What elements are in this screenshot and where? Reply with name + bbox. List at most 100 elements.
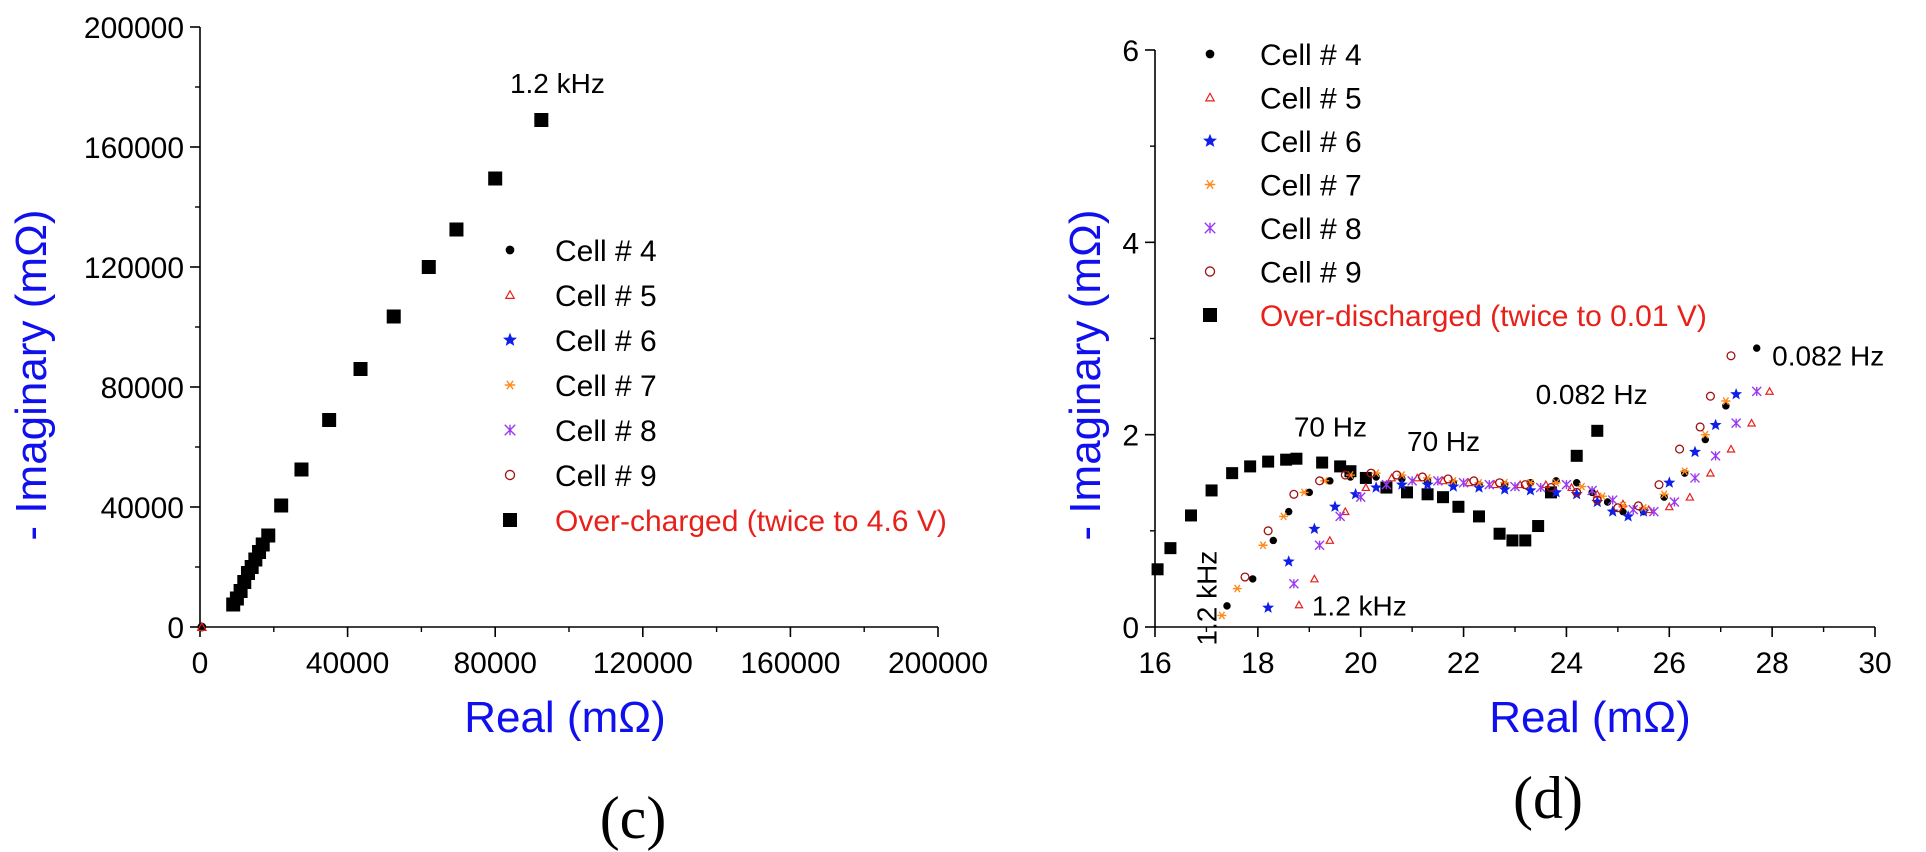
chart-c-ylabel: - Imaginary (mΩ) (7, 209, 56, 540)
legend-label: Over-discharged (twice to 0.01 V) (1260, 300, 1707, 333)
data-point (449, 222, 464, 237)
data-point (1660, 493, 1668, 501)
x-tick-label: 200000 (888, 647, 988, 680)
data-point (1407, 475, 1418, 486)
y-tick-label: 0 (1122, 612, 1139, 645)
data-point (1633, 501, 1643, 511)
data-point (1280, 453, 1293, 466)
legend-marker (1204, 266, 1216, 277)
series-cell-4 (197, 622, 207, 632)
data-point (1217, 611, 1227, 620)
data-point (1659, 490, 1669, 499)
legend-label: Cell # 4 (555, 235, 657, 268)
data-point (1263, 526, 1273, 536)
data-point (1164, 542, 1177, 555)
data-point (1495, 478, 1505, 488)
data-point (1622, 510, 1635, 522)
data-point (1437, 491, 1449, 504)
legend-label: Cell # 7 (555, 370, 657, 403)
data-point (1326, 477, 1334, 485)
series-cell-5 (196, 621, 208, 631)
legend-label: Cell # 5 (1260, 83, 1362, 116)
data-point (1561, 479, 1572, 490)
data-point (1340, 470, 1350, 480)
data-point (1282, 555, 1295, 567)
data-point (1289, 489, 1299, 499)
legend-label: Cell # 9 (1260, 257, 1362, 290)
x-tick-label: 26 (1653, 647, 1686, 680)
series-cell-6 (1262, 388, 1743, 613)
data-point (1572, 487, 1582, 497)
data-point (1637, 505, 1650, 517)
legend-marker (1204, 222, 1216, 234)
data-point (1493, 527, 1506, 540)
data-point (1591, 424, 1604, 437)
data-point (1344, 465, 1357, 478)
data-point (1340, 506, 1350, 516)
annotation-label: 1.2 kHz (510, 68, 605, 99)
data-point (1705, 391, 1715, 401)
data-point (1452, 500, 1465, 513)
legend-marker (504, 289, 516, 299)
legend-marker (505, 245, 515, 255)
data-point (1752, 344, 1761, 352)
data-point (1151, 563, 1164, 576)
data-point (1262, 455, 1275, 468)
legend-label: Cell # 7 (1260, 170, 1362, 203)
legend-label: Cell # 8 (1260, 213, 1362, 246)
data-point (1469, 476, 1479, 486)
data-point (353, 362, 368, 376)
annotation-label: 0.082 Hz (1772, 340, 1884, 371)
panel-label-c: (c) (600, 785, 667, 851)
data-point (1248, 575, 1257, 583)
data-point (1520, 480, 1530, 490)
data-point (1532, 520, 1545, 533)
data-point (1685, 492, 1695, 501)
legend-marker (504, 424, 516, 436)
data-point (1392, 470, 1402, 480)
y-tick-label: 200000 (84, 12, 184, 45)
y-tick-label: 160000 (84, 132, 184, 165)
data-point (1269, 536, 1278, 545)
data-point (1316, 456, 1329, 469)
data-point (421, 260, 436, 274)
y-tick-label: 0 (167, 612, 184, 645)
data-point (1473, 510, 1485, 523)
data-point (386, 309, 401, 324)
data-point (1726, 351, 1736, 361)
data-point (1751, 386, 1762, 397)
data-point (1690, 472, 1700, 483)
data-point (1395, 478, 1408, 490)
y-tick-label: 40000 (101, 492, 184, 525)
data-point (1700, 430, 1710, 439)
chart-d-legend: Cell # 4 Cell # 5 Cell # 6 Cell # 7 Cell # 8… (1203, 39, 1707, 333)
data-point (274, 498, 289, 513)
data-point (1613, 503, 1623, 513)
data-point (1726, 444, 1736, 453)
chart-d-xlabel: Real (mΩ) (1489, 693, 1691, 742)
legend-label: Over-charged (twice to 4.6 V) (555, 505, 947, 538)
panel-label-d: (d) (1513, 765, 1583, 831)
data-point (1591, 495, 1604, 508)
legend-marker (503, 513, 517, 527)
data-point (1355, 492, 1366, 503)
x-tick-label: 28 (1755, 647, 1788, 680)
data-point (1205, 484, 1218, 497)
data-point (1349, 488, 1362, 500)
data-point (1308, 522, 1321, 534)
data-point (197, 622, 207, 632)
data-point (1284, 507, 1293, 516)
data-point (1258, 541, 1268, 550)
chart-c-axes: 0 40000 80000 120000 160000 200000 0 40000 80000… (84, 12, 988, 680)
data-point (1305, 488, 1314, 497)
annotation-label: 70 Hz (1407, 426, 1480, 457)
data-point (1443, 474, 1453, 484)
data-point (1232, 584, 1242, 593)
data-point (1361, 482, 1371, 492)
data-point (1421, 488, 1434, 501)
data-point (1675, 444, 1685, 454)
chart-c: 0 40000 80000 120000 160000 200000 0 40000 80000… (7, 12, 988, 851)
data-point (1262, 601, 1275, 613)
